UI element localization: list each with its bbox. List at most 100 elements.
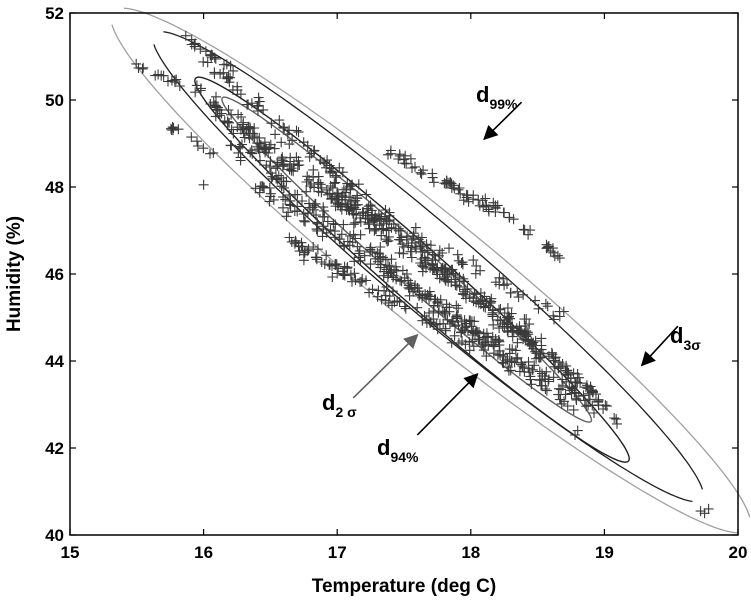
data-point [499, 322, 510, 333]
data-point [519, 366, 530, 377]
annotation-main: d [377, 435, 390, 460]
data-point [133, 63, 144, 73]
data-point [221, 73, 232, 84]
data-point [417, 246, 428, 257]
data-point [249, 123, 260, 133]
data-point [255, 155, 265, 166]
data-point [289, 238, 300, 249]
y-tick-label: 50 [45, 91, 64, 110]
data-point [209, 68, 220, 79]
data-point [372, 248, 383, 259]
data-point [494, 304, 504, 315]
data-point [367, 246, 378, 257]
data-point [453, 255, 464, 266]
data-point [180, 30, 191, 41]
data-point [186, 132, 197, 143]
data-point [384, 207, 395, 218]
annotation-sub: 94% [390, 449, 419, 465]
data-point [284, 139, 295, 150]
data-point [316, 257, 327, 267]
data-point [450, 270, 461, 281]
data-point [441, 269, 452, 280]
annotation-sub: 3σ [683, 337, 701, 353]
data-point [453, 184, 464, 195]
data-point [473, 298, 484, 309]
contour-d3σ-arc-b [163, 31, 704, 490]
data-point [235, 152, 246, 163]
data-point [458, 195, 469, 206]
annotation-label-d99: d99% [476, 82, 518, 112]
data-point [322, 216, 333, 227]
data-point [457, 336, 467, 346]
data-point [249, 131, 260, 142]
data-point [529, 360, 540, 371]
data-point [376, 294, 387, 305]
data-point [421, 239, 432, 250]
contour-d99%-arc-b [123, 7, 751, 518]
data-point [261, 160, 272, 171]
data-point [305, 202, 315, 213]
data-point [299, 245, 310, 256]
data-point [543, 351, 554, 362]
data-point [272, 174, 283, 185]
data-point [444, 306, 455, 317]
data-point [266, 168, 276, 179]
data-point [492, 314, 503, 325]
data-point [555, 394, 566, 405]
annotation-main: d [670, 323, 683, 348]
data-point [292, 189, 303, 200]
data-point [369, 215, 380, 226]
data-point [439, 264, 450, 275]
data-point [429, 294, 440, 305]
data-point [317, 231, 328, 242]
data-point [468, 255, 479, 266]
data-point [131, 58, 142, 69]
data-point [318, 221, 329, 232]
data-point [226, 124, 237, 135]
x-tick-label: 17 [328, 543, 347, 562]
data-point [475, 288, 486, 298]
data-point [407, 233, 418, 244]
annotation-label-d3s: d3σ [670, 323, 701, 353]
data-point [461, 293, 471, 304]
x-tick-label: 15 [61, 543, 80, 562]
data-point [564, 382, 575, 393]
data-point [518, 334, 529, 345]
data-point [308, 172, 319, 183]
data-point [483, 300, 494, 311]
x-tick-label: 18 [461, 543, 480, 562]
data-point [497, 357, 508, 368]
data-point [265, 188, 276, 199]
data-point [523, 356, 534, 367]
data-point [414, 286, 425, 297]
data-point [195, 44, 206, 55]
data-point [238, 117, 249, 128]
data-point [211, 91, 221, 102]
data-point [421, 263, 431, 274]
data-point [556, 398, 567, 409]
y-tick-label: 46 [45, 265, 64, 284]
data-point [202, 57, 213, 68]
data-point [163, 76, 173, 87]
data-point [234, 141, 245, 152]
data-point [269, 143, 280, 154]
data-point [308, 242, 319, 252]
data-point [412, 302, 423, 313]
data-point [225, 60, 236, 71]
data-point [311, 210, 321, 221]
data-point [291, 125, 302, 136]
data-point [166, 75, 177, 86]
data-point [383, 231, 394, 242]
data-point [530, 346, 541, 357]
data-point [338, 184, 349, 195]
data-point [352, 241, 363, 252]
data-point [399, 158, 410, 169]
data-point [554, 357, 565, 368]
data-point [254, 187, 265, 198]
data-point [393, 223, 404, 234]
data-point [499, 308, 510, 318]
data-point [228, 128, 239, 139]
data-point [340, 187, 351, 198]
data-point [416, 232, 427, 243]
